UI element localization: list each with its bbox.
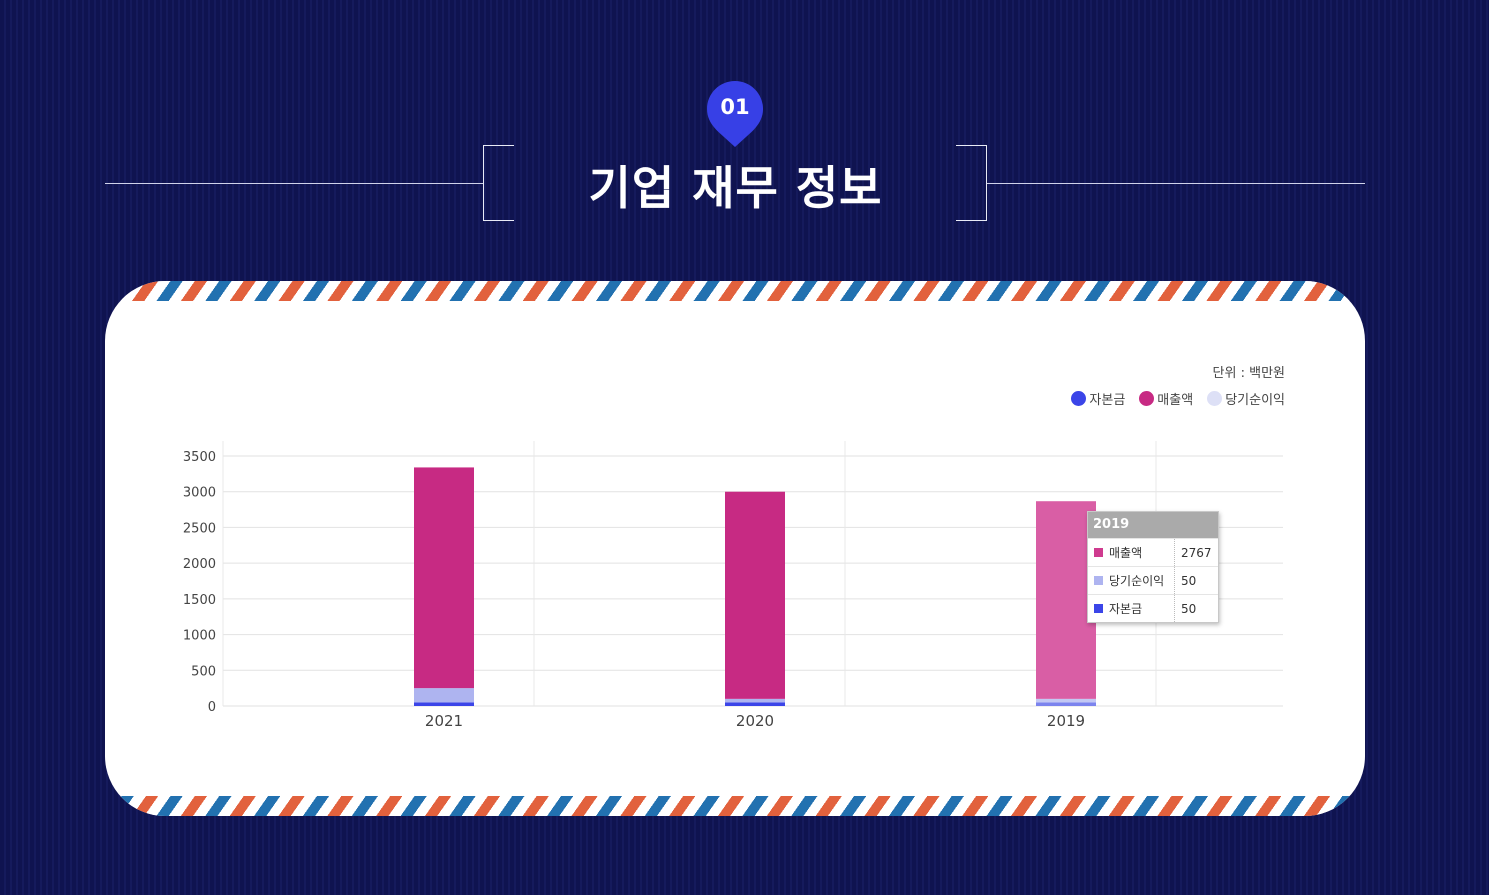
title-bracket-right (956, 145, 987, 221)
bar-net-income (414, 688, 474, 703)
tooltip-row-revenue: 매출액 2767 (1088, 538, 1218, 566)
bar-capital (725, 702, 785, 706)
legend-dot-net-income (1207, 391, 1223, 406)
y-tick-label: 1500 (183, 593, 216, 608)
section-number: 01 (720, 95, 750, 119)
tooltip-value-revenue: 2767 (1181, 545, 1212, 560)
legend-item-capital[interactable]: 자본금 (1071, 389, 1125, 408)
y-tick-label: 3500 (183, 450, 216, 465)
tooltip-title: 2019 (1088, 512, 1218, 538)
y-tick-label: 1000 (183, 629, 216, 644)
financial-chart-card: 단위 : 백만원 자본금 매출액 당기순이익 0 500 1000 1500 2000 2… (105, 281, 1365, 816)
chart-tooltip: 2019 매출액 2767 당기순이익 50 자본금 50 (1087, 511, 1219, 623)
bar-net-income (725, 698, 785, 703)
tooltip-swatch-capital (1094, 604, 1103, 613)
y-tick-label: 0 (208, 700, 216, 715)
legend-item-revenue[interactable]: 매출액 (1139, 389, 1193, 408)
bar-capital (1036, 702, 1096, 706)
section-title: 기업 재무 정보 (588, 161, 883, 215)
tooltip-label-revenue: 매출액 (1109, 546, 1143, 560)
legend-item-net-income[interactable]: 당기순이익 (1207, 389, 1285, 408)
section-number-badge: 01 (707, 81, 763, 149)
tooltip-swatch-revenue (1094, 548, 1103, 557)
tooltip-label-net-income: 당기순이익 (1109, 574, 1165, 588)
title-divider-right (986, 183, 1365, 184)
bar-revenue (1036, 501, 1096, 699)
legend-label-revenue: 매출액 (1157, 393, 1194, 408)
airmail-stripe-top (105, 281, 1365, 301)
legend-dot-capital (1071, 391, 1087, 406)
tooltip-row-net-income: 당기순이익 50 (1088, 566, 1218, 594)
tooltip-row-capital: 자본금 50 (1088, 594, 1218, 622)
bar-revenue (414, 467, 474, 689)
x-tick-label: 2019 (1047, 712, 1085, 730)
tooltip-label-capital: 자본금 (1109, 602, 1143, 616)
tooltip-swatch-net-income (1094, 576, 1103, 585)
bar-capital (414, 702, 474, 706)
y-tick-label: 3000 (183, 486, 216, 501)
title-divider-left (105, 183, 483, 184)
unit-label: 단위 : 백만원 (1212, 366, 1285, 381)
title-bracket-left (483, 145, 514, 221)
tooltip-value-net-income: 50 (1181, 573, 1197, 588)
y-tick-label: 2000 (183, 557, 216, 572)
y-tick-label: 2500 (183, 521, 216, 536)
x-tick-label: 2020 (736, 712, 774, 730)
bar-net-income (1036, 698, 1096, 703)
x-tick-label: 2021 (425, 712, 463, 730)
chart-legend: 자본금 매출액 당기순이익 (1071, 389, 1285, 408)
legend-dot-revenue (1139, 391, 1155, 406)
bar-revenue (725, 491, 785, 699)
map-pin-icon (707, 81, 763, 147)
stacked-bar-chart: 0 500 1000 1500 2000 2500 3000 3500 2021 2020 2019 (183, 441, 1283, 730)
tooltip-value-capital: 50 (1181, 601, 1197, 616)
airmail-stripe-bottom (105, 796, 1365, 816)
legend-label-net-income: 당기순이익 (1225, 393, 1285, 408)
legend-label-capital: 자본금 (1089, 393, 1126, 408)
y-tick-label: 500 (191, 664, 216, 679)
